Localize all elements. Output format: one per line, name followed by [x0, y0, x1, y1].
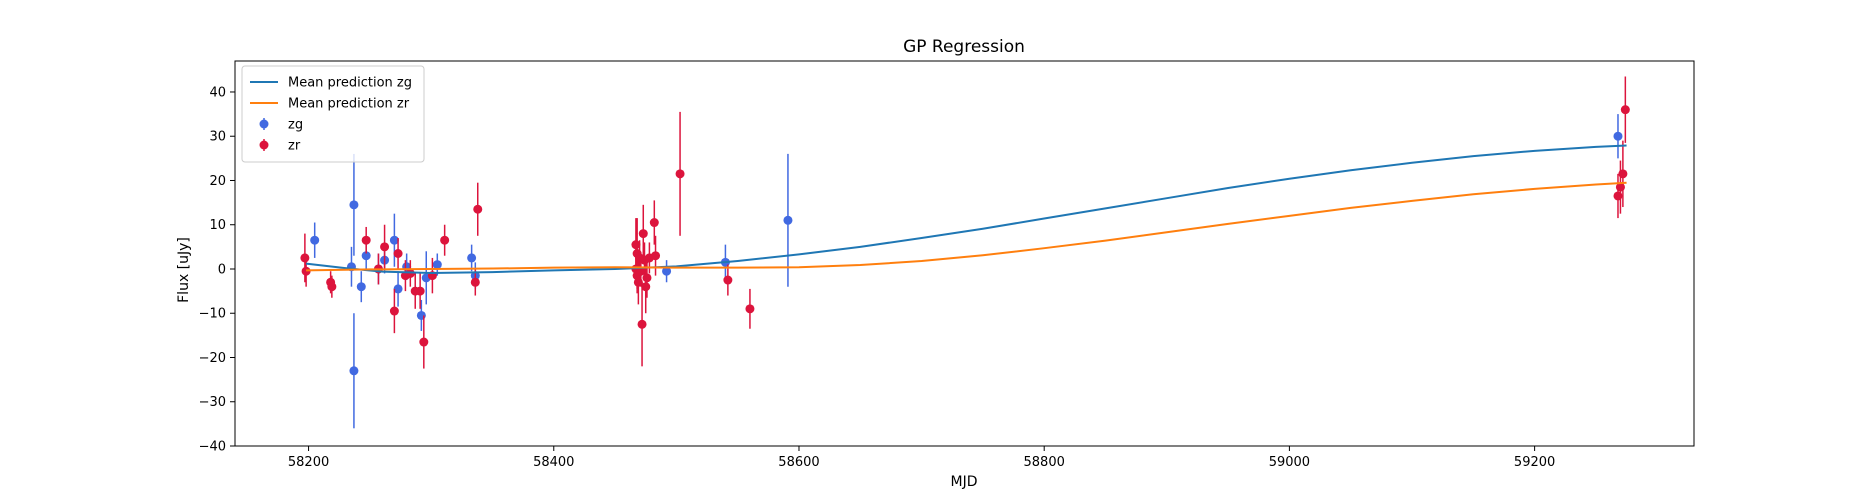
- data-point-zr: [327, 282, 337, 292]
- data-point-zg: [1613, 131, 1623, 141]
- data-point-zr: [380, 242, 390, 252]
- data-point-zr: [649, 218, 659, 228]
- data-point-zr: [651, 251, 661, 261]
- x-tick-label: 59000: [1269, 455, 1310, 470]
- data-point-zg: [467, 253, 477, 263]
- data-point-zg: [389, 235, 399, 245]
- data-point-zg: [783, 215, 793, 225]
- data-point-zr: [641, 282, 651, 292]
- data-point-zr: [300, 253, 310, 263]
- x-axis-label: MJD: [951, 474, 978, 490]
- legend-label-zr: zr: [288, 139, 301, 154]
- legend: Mean prediction zg Mean prediction zr zg zr: [241, 65, 425, 163]
- chart-title: GP Regression: [903, 37, 1025, 57]
- data-point-zg: [349, 200, 359, 210]
- data-point-zr: [723, 275, 733, 285]
- series-line-mean-prediction-zg: [305, 144, 1627, 274]
- data-point-zg: [349, 366, 359, 376]
- data-point-zr: [1618, 169, 1628, 179]
- y-tick-label: 40: [209, 85, 226, 100]
- legend-label-zg: zg: [288, 118, 303, 133]
- data-point-zr: [440, 235, 450, 245]
- y-tick-label: 0: [218, 262, 226, 277]
- plot-frame-background: [235, 61, 1694, 446]
- plot-area: [234, 60, 1695, 447]
- y-tick-label: 10: [209, 218, 226, 233]
- x-tick-label: 58200: [288, 455, 329, 470]
- data-point-zr: [415, 286, 425, 296]
- data-point-zr: [638, 229, 648, 239]
- data-point-zr: [393, 249, 403, 258]
- legend-label-mean-prediction-zg: Mean prediction zg: [288, 76, 412, 91]
- y-tick-label: −10: [199, 307, 226, 322]
- data-point-zr: [642, 273, 652, 283]
- data-point-zr: [470, 277, 480, 287]
- x-tick-label: 58800: [1024, 455, 1065, 470]
- y-tick-label: 30: [209, 130, 226, 145]
- y-tick-label: −30: [199, 395, 226, 410]
- data-point-zr: [361, 235, 371, 245]
- legend-label-mean-prediction-zr: Mean prediction zr: [288, 97, 410, 112]
- data-point-zg: [310, 235, 320, 245]
- data-point-zg: [432, 260, 442, 270]
- data-point-zg: [356, 282, 366, 292]
- series-zr: [300, 76, 1630, 369]
- data-layer: [300, 76, 1630, 429]
- y-axis-label: Flux [uJy]: [176, 237, 192, 303]
- data-point-zr: [301, 266, 311, 276]
- data-point-zr: [745, 304, 755, 314]
- y-tick-label: 20: [209, 174, 226, 189]
- legend-swatch-zr: [259, 140, 269, 150]
- data-point-zr: [389, 306, 399, 316]
- x-tick-label: 58400: [533, 455, 574, 470]
- series-line-mean-prediction-zr: [306, 181, 1627, 272]
- data-point-zr: [631, 240, 641, 250]
- data-point-zr: [473, 204, 483, 214]
- data-point-zr: [637, 319, 647, 329]
- data-point-zg: [361, 251, 371, 261]
- legend-box: [241, 65, 425, 163]
- data-point-zr: [419, 337, 429, 347]
- plot-frame: [234, 60, 1695, 447]
- y-axis: −40 −30 −20 −10 0 10 20 30 40: [199, 85, 235, 455]
- y-tick-label: −20: [199, 351, 226, 366]
- data-point-zg: [662, 266, 672, 276]
- legend-swatch-zg: [259, 119, 269, 129]
- x-tick-label: 58600: [778, 455, 819, 470]
- x-tick-label: 59200: [1514, 455, 1555, 470]
- data-point-zg: [393, 284, 403, 294]
- x-axis: 58200 58400 58600 58800 59000 59200: [288, 446, 1555, 470]
- data-point-zr: [1620, 105, 1630, 115]
- data-point-zr: [675, 169, 685, 179]
- data-point-zr: [405, 268, 415, 278]
- y-tick-label: −40: [199, 440, 226, 455]
